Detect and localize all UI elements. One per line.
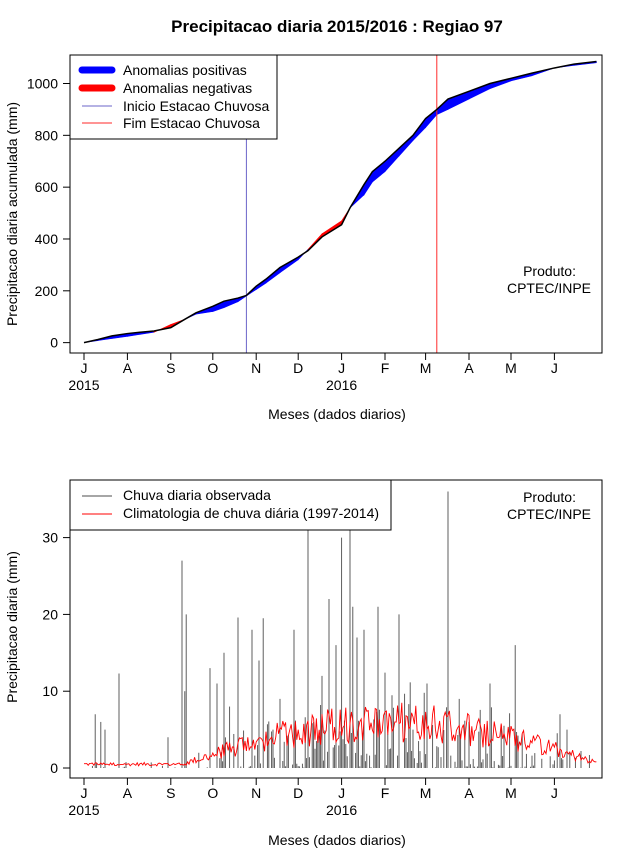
positive-anomaly-area bbox=[372, 160, 386, 183]
legend-label: Anomalias negativas bbox=[123, 80, 252, 96]
legend-label: Inicio Estacao Chuvosa bbox=[123, 98, 270, 114]
year-label: 2016 bbox=[326, 377, 357, 393]
x-tick-label: J bbox=[81, 785, 88, 801]
x-tick-label: J bbox=[551, 360, 558, 376]
y-tick-label: 400 bbox=[35, 231, 59, 247]
product-label: Produto: bbox=[523, 263, 576, 279]
positive-anomaly-area bbox=[447, 90, 470, 110]
x-tick-label: M bbox=[505, 785, 517, 801]
x-tick-label: S bbox=[166, 785, 175, 801]
climatology-line bbox=[83, 702, 597, 767]
x-tick-label: O bbox=[207, 785, 218, 801]
legend: Anomalias positivas Anomalias negativas … bbox=[69, 54, 278, 140]
year-label: 2015 bbox=[68, 377, 99, 393]
x-tick-label: A bbox=[123, 785, 133, 801]
y-axis-label: Precipitacao diaria acumulada (mm) bbox=[4, 102, 20, 326]
x-tick-label: S bbox=[166, 360, 175, 376]
y-tick-label: 30 bbox=[42, 530, 58, 546]
x-axis-label: Meses (dados diarios) bbox=[268, 406, 406, 422]
y-axis-label: Precipitacao diaria (mm) bbox=[4, 551, 20, 703]
positive-anomaly-area bbox=[425, 108, 438, 129]
x-tick-label: N bbox=[251, 785, 261, 801]
x-tick-label: J bbox=[338, 785, 345, 801]
observed-cumulative-line bbox=[83, 60, 597, 344]
x-tick-label: F bbox=[381, 360, 390, 376]
x-tick-label: A bbox=[464, 360, 474, 376]
x-tick-label: N bbox=[251, 360, 261, 376]
y-tick-label: 800 bbox=[35, 127, 59, 143]
product-source: CPTEC/INPE bbox=[507, 506, 591, 522]
y-tick-label: 20 bbox=[42, 606, 58, 622]
x-tick-label: M bbox=[420, 785, 432, 801]
y-tick-label: 200 bbox=[35, 283, 59, 299]
x-tick-label: M bbox=[420, 360, 432, 376]
product-source: CPTEC/INPE bbox=[507, 280, 591, 296]
x-tick-label: J bbox=[81, 360, 88, 376]
x-tick-label: O bbox=[207, 360, 218, 376]
year-label: 2016 bbox=[326, 802, 357, 818]
y-tick-label: 10 bbox=[42, 683, 58, 699]
chart-title: Precipitacao diaria 2015/2016 : Regiao 9… bbox=[171, 17, 503, 36]
y-tick-label: 0 bbox=[50, 760, 58, 776]
plot-frame bbox=[69, 54, 603, 354]
x-tick-label: J bbox=[551, 785, 558, 801]
y-tick-label: 0 bbox=[50, 335, 58, 351]
legend-label: Anomalias positivas bbox=[123, 62, 247, 78]
legend-label: Climatologia de chuva diária (1997-2014) bbox=[123, 505, 379, 521]
x-tick-label: J bbox=[338, 360, 345, 376]
positive-anomaly-area bbox=[468, 83, 491, 100]
year-label: 2015 bbox=[68, 802, 99, 818]
legend-label: Chuva diaria observada bbox=[123, 487, 271, 503]
product-label: Produto: bbox=[523, 489, 576, 505]
x-tick-label: M bbox=[505, 360, 517, 376]
positive-anomaly-area bbox=[489, 77, 512, 90]
legend-label: Fim Estacao Chuvosa bbox=[123, 115, 260, 131]
legend: Chuva diaria observada Climatologia de c… bbox=[69, 479, 392, 531]
x-tick-label: A bbox=[123, 360, 133, 376]
x-axis-label: Meses (dados diarios) bbox=[268, 832, 406, 848]
x-tick-label: A bbox=[464, 785, 474, 801]
y-tick-label: 1000 bbox=[27, 76, 58, 92]
x-tick-label: D bbox=[293, 785, 303, 801]
y-tick-label: 600 bbox=[35, 179, 59, 195]
x-tick-label: F bbox=[381, 785, 390, 801]
x-tick-label: D bbox=[293, 360, 303, 376]
